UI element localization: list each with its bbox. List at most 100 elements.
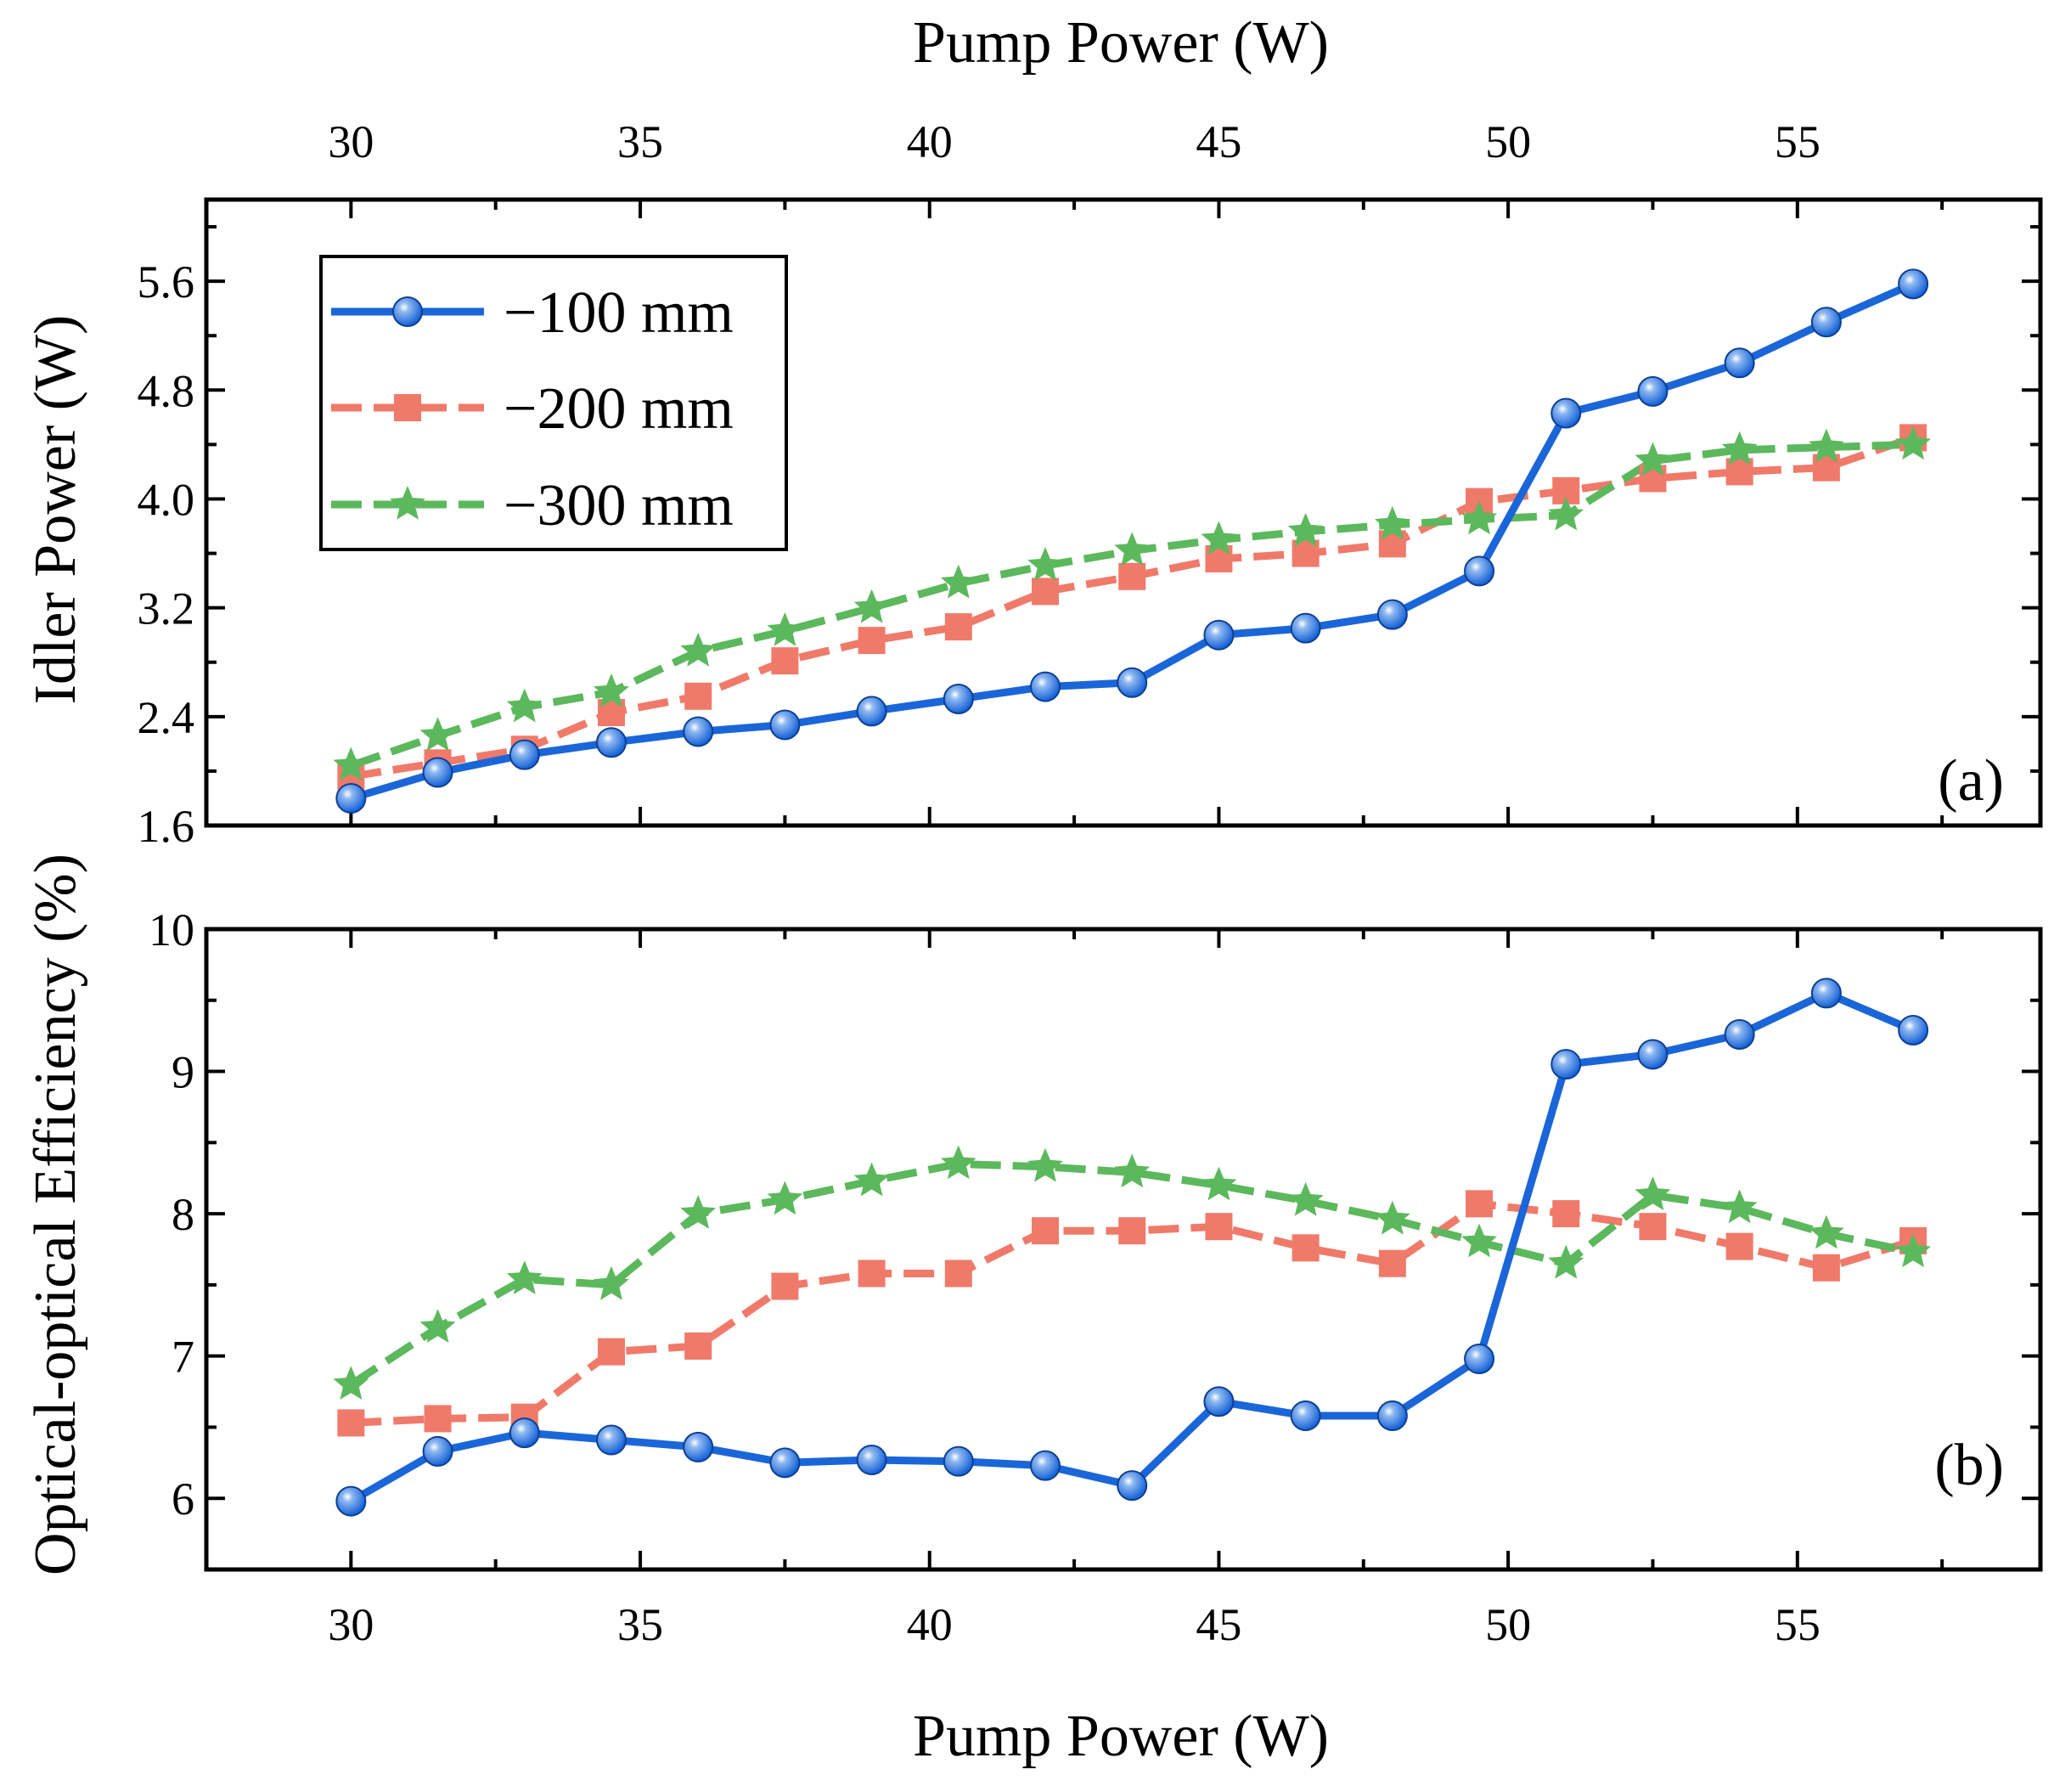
x-tick-label-top: 30	[328, 116, 374, 167]
y-tick-label-a: 5.6	[138, 256, 195, 307]
data-point-b-2	[1895, 1233, 1931, 1268]
y-tick-label-a: 4.8	[138, 365, 195, 416]
data-point-b-1	[771, 1272, 799, 1300]
data-point-a-1	[858, 627, 886, 655]
panel-label-b: (b)	[1934, 1433, 2004, 1498]
legend: −100 mm −200 mm −300 mm	[319, 255, 788, 551]
x-axis-title-top: Pump Power (W)	[913, 10, 1329, 76]
series-line-b-2	[348, 1160, 1915, 1388]
plot-frame-b	[204, 927, 2043, 1572]
data-point-a-2	[1287, 512, 1324, 547]
data-point-a-0	[1810, 307, 1842, 338]
x-tick-label-top: 55	[1775, 116, 1821, 167]
panel-label-a: (a)	[1938, 748, 2004, 814]
x-tick-label-bottom: 30	[328, 1599, 374, 1650]
data-point-a-0	[1637, 375, 1669, 407]
data-point-a-2	[1201, 521, 1237, 555]
data-point-b-2	[853, 1162, 890, 1197]
data-point-b-0	[1898, 1014, 1929, 1045]
data-point-a-2	[1548, 496, 1584, 531]
x-tick-label-top: 45	[1196, 116, 1241, 167]
panel-b-efficiency: 6 7 8 9 10	[149, 904, 2043, 1572]
data-point-b-0	[1810, 978, 1842, 1009]
data-point-b-2	[940, 1145, 976, 1180]
data-point-b-2	[1721, 1189, 1758, 1224]
data-point-a-0	[1117, 667, 1148, 698]
y-axis-title-panel-b: Optical-optical Efficiency (%)	[23, 854, 88, 1575]
data-point-a-2	[853, 589, 890, 623]
data-point-b-0	[1030, 1450, 1061, 1481]
data-point-a-0	[1550, 397, 1582, 429]
data-point-b-1	[1639, 1213, 1667, 1241]
data-point-a-2	[1461, 500, 1497, 535]
data-point-a-0	[683, 716, 714, 747]
data-point-b-2	[594, 1265, 629, 1300]
y-tick-label-b: 7	[172, 1332, 194, 1383]
data-point-b-1	[1205, 1213, 1233, 1241]
data-point-b-1	[337, 1409, 365, 1437]
data-point-a-2	[1809, 428, 1844, 463]
data-point-b-1	[944, 1259, 972, 1288]
legend-marker-0	[392, 296, 423, 327]
y-tick-label-a: 2.4	[138, 692, 195, 743]
data-point-a-0	[335, 782, 367, 814]
data-point-b-0	[509, 1417, 540, 1449]
x-tick-label-bottom: 50	[1485, 1599, 1531, 1650]
y-axis-title-panel-a: Idler Power (W)	[23, 315, 88, 705]
data-point-a-2	[1895, 425, 1931, 460]
y-tick-label-a: 4.0	[138, 474, 195, 525]
x-tick-label-bottom: 35	[617, 1599, 663, 1650]
y-tick-label-a: 3.2	[138, 583, 195, 634]
data-point-a-2	[1635, 442, 1671, 476]
data-point-a-2	[333, 747, 369, 781]
data-point-a-2	[1721, 431, 1758, 465]
data-point-a-0	[595, 727, 627, 758]
data-point-b-1	[424, 1405, 452, 1433]
data-point-b-0	[335, 1485, 367, 1517]
data-point-b-2	[767, 1181, 803, 1215]
y-tick-label-a: 1.6	[138, 801, 195, 852]
y-tick-label-b: 9	[172, 1047, 194, 1098]
data-point-b-2	[333, 1366, 369, 1400]
data-point-a-2	[1027, 547, 1063, 581]
y-tick-label-b: 10	[149, 904, 194, 955]
data-point-a-0	[509, 739, 540, 770]
data-point-a-1	[684, 682, 712, 710]
data-point-b-0	[1203, 1386, 1235, 1417]
data-point-a-2	[767, 611, 803, 646]
data-point-a-1	[1032, 578, 1060, 606]
data-point-b-2	[419, 1309, 456, 1343]
data-point-a-0	[1724, 347, 1755, 379]
data-point-b-1	[1552, 1200, 1580, 1228]
data-point-b-1	[1812, 1254, 1840, 1282]
legend-marker-2	[390, 486, 425, 520]
x-tick-label-bottom: 45	[1196, 1599, 1241, 1650]
data-point-a-1	[771, 647, 799, 675]
data-point-b-0	[943, 1445, 974, 1477]
data-point-b-1	[1118, 1217, 1146, 1245]
data-point-a-0	[943, 683, 974, 714]
data-point-b-0	[1117, 1470, 1148, 1502]
data-point-b-2	[1201, 1166, 1237, 1201]
y-tick-label-b: 6	[172, 1474, 194, 1524]
data-point-b-2	[1809, 1214, 1844, 1249]
panel-a-idler-power: 1.6 2.4 3.2 4.0 4.8 5.6	[138, 197, 2043, 852]
data-point-b-1	[1292, 1234, 1320, 1262]
data-point-b-1	[1378, 1249, 1406, 1277]
data-point-a-2	[1114, 532, 1151, 566]
x-tick-label-top: 50	[1485, 116, 1531, 167]
data-point-b-0	[1376, 1400, 1408, 1432]
data-point-b-2	[506, 1260, 543, 1294]
data-point-a-0	[856, 696, 887, 727]
data-point-b-1	[1466, 1190, 1494, 1218]
data-point-b-0	[422, 1435, 453, 1467]
data-point-b-0	[1550, 1049, 1582, 1080]
data-point-b-0	[595, 1424, 627, 1456]
data-point-b-0	[1637, 1039, 1669, 1070]
data-point-a-0	[1376, 599, 1408, 630]
data-point-b-0	[856, 1444, 887, 1475]
data-point-a-0	[769, 709, 801, 741]
data-point-b-1	[858, 1259, 886, 1288]
x-tick-label-bottom: 40	[907, 1599, 953, 1650]
